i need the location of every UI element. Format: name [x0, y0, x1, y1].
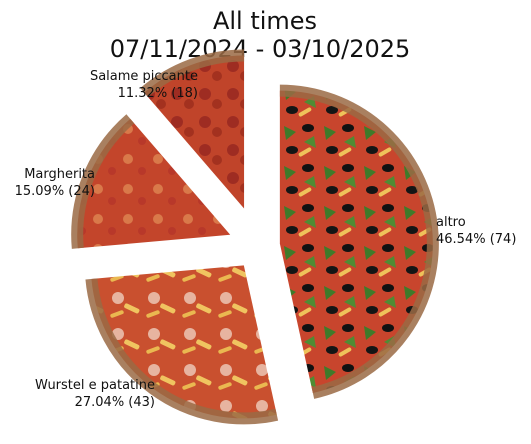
slice-wurstel-e-patatine-label: Wurstel e patatine: [35, 378, 155, 393]
slice-salame-piccante-value-label: 11.32% (18): [118, 86, 198, 101]
slice-margherita: [71, 114, 231, 249]
slice-margherita-label: Margherita: [24, 167, 95, 182]
slice-wurstel-e-patatine: [85, 265, 279, 425]
slice-wurstel-e-patatine-wedge: [91, 265, 277, 419]
slice-salame-piccante: [140, 49, 245, 209]
chart-title: All times: [213, 7, 317, 35]
slice-altro-value-label: 46.54% (74): [436, 232, 516, 247]
slice-altro-wedge: [279, 90, 433, 394]
slice-margherita-wedge: [77, 118, 231, 249]
slice-wurstel-e-patatine-value-label: 27.04% (43): [75, 395, 155, 410]
slice-wurstel-e-patatine-crust: [85, 278, 279, 425]
slice-altro-label: altro: [436, 215, 466, 230]
slice-salame-piccante-crust: [140, 49, 245, 98]
slice-salame-piccante-wedge: [144, 55, 245, 209]
chart-subtitle: 07/11/2024 - 03/10/2025: [110, 35, 411, 63]
slice-margherita-value-label: 15.09% (24): [15, 184, 95, 199]
slice-altro: [279, 84, 439, 399]
slice-altro-crust: [279, 84, 439, 399]
slice-salame-piccante-label: Salame piccante: [90, 69, 198, 84]
slice-margherita-crust: [71, 114, 135, 249]
